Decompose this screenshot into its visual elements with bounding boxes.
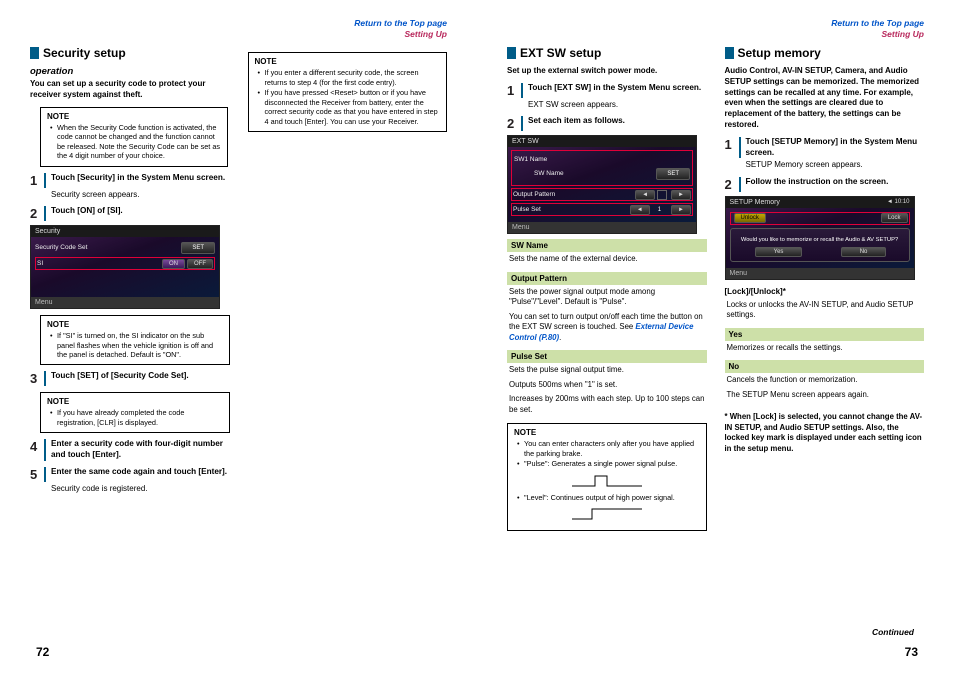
left-col2: NOTE If you enter a different security c…	[248, 46, 448, 494]
yes-button[interactable]: Yes	[755, 247, 803, 257]
setup-step-1: 1 Touch [SETUP Memory] in the System Men…	[725, 137, 925, 158]
right-col1: EXT SW setup Set up the external switch …	[507, 46, 707, 537]
setup-step-2: 2 Follow the instruction on the screen.	[725, 177, 925, 192]
step-3: 3 Touch [SET] of [Security Code Set].	[30, 371, 230, 386]
extsw-title: EXT SW setup	[507, 46, 707, 60]
left-arrow-icon[interactable]: ◄	[635, 190, 655, 200]
right-arrow-icon[interactable]: ►	[671, 190, 691, 200]
page-number-left: 72	[36, 645, 49, 659]
header-links-right: Return to the Top page Setting Up	[507, 18, 924, 40]
security-intro: You can set up a security code to protec…	[30, 79, 230, 101]
note-box-top-col2: NOTE If you enter a different security c…	[248, 52, 448, 132]
security-screenshot: Security Security Code Set SET SI ON OFF	[30, 225, 220, 309]
setting-up-link[interactable]: Setting Up	[30, 29, 447, 40]
output-pattern-head: Output Pattern	[507, 272, 707, 285]
page-number-right: 73	[905, 645, 918, 659]
setup-memory-title: Setup memory	[725, 46, 925, 60]
step-5: 5 Enter the same code again and touch [E…	[30, 467, 230, 482]
setup-memory-screenshot: SETUP Memory◄ 10:10 Unlock Lock Would yo…	[725, 196, 915, 280]
set-button[interactable]: SET	[181, 242, 215, 254]
swname-head: SW Name	[507, 239, 707, 252]
setup-memory-intro: Audio Control, AV-IN SETUP, Camera, and …	[725, 66, 925, 131]
no-head: No	[725, 360, 925, 373]
star-note: * When [Lock] is selected, you cannot ch…	[725, 412, 925, 454]
return-top-link[interactable]: Return to the Top page	[30, 18, 447, 29]
level-waveform-icon	[567, 506, 647, 522]
setting-up-link[interactable]: Setting Up	[507, 29, 924, 40]
step-2: 2 Touch [ON] of [SI].	[30, 206, 230, 221]
note-box-3: NOTE If you have already completed the c…	[40, 392, 230, 433]
no-button[interactable]: No	[841, 247, 887, 257]
header-links: Return to the Top page Setting Up	[30, 18, 447, 40]
return-top-link[interactable]: Return to the Top page	[507, 18, 924, 29]
note-box-1: NOTE When the Security Code function is …	[40, 107, 228, 167]
right-col2: Setup memory Audio Control, AV-IN SETUP,…	[725, 46, 925, 537]
page-left: Return to the Top page Setting Up Securi…	[0, 0, 477, 677]
extsw-intro: Set up the external switch power mode.	[507, 66, 707, 77]
extsw-note-box: NOTE You can enter characters only after…	[507, 423, 707, 531]
operation-heading: operation	[30, 66, 230, 77]
left-arrow-icon[interactable]: ◄	[630, 205, 650, 215]
right-arrow-icon[interactable]: ►	[671, 205, 691, 215]
lock-unlock-head: [Lock]/[Unlock]*	[725, 285, 925, 298]
yes-head: Yes	[725, 328, 925, 341]
pulse-set-head: Pulse Set	[507, 350, 707, 363]
on-button[interactable]: ON	[162, 259, 185, 269]
pulse-waveform-icon	[567, 473, 647, 489]
page-right: Return to the Top page Setting Up EXT SW…	[477, 0, 954, 677]
step-4: 4 Enter a security code with four-digit …	[30, 439, 230, 460]
off-button[interactable]: OFF	[187, 259, 213, 269]
extsw-step-1: 1 Touch [EXT SW] in the System Menu scre…	[507, 83, 707, 98]
extsw-set-button[interactable]: SET	[656, 168, 690, 180]
lock-button[interactable]: Lock	[881, 213, 908, 223]
continued-label: Continued	[872, 627, 914, 637]
note-box-2: NOTE If "SI" is turned on, the SI indica…	[40, 315, 230, 365]
extsw-step-2: 2 Set each item as follows.	[507, 116, 707, 131]
security-setup-title: Security setup	[30, 46, 230, 60]
extsw-screenshot: EXT SW SW1 Name SW Name SET	[507, 135, 697, 234]
unlock-button[interactable]: Unlock	[734, 213, 766, 223]
step-1: 1 Touch [Security] in the System Menu sc…	[30, 173, 230, 188]
left-col1: Security setup operation You can set up …	[30, 46, 230, 494]
